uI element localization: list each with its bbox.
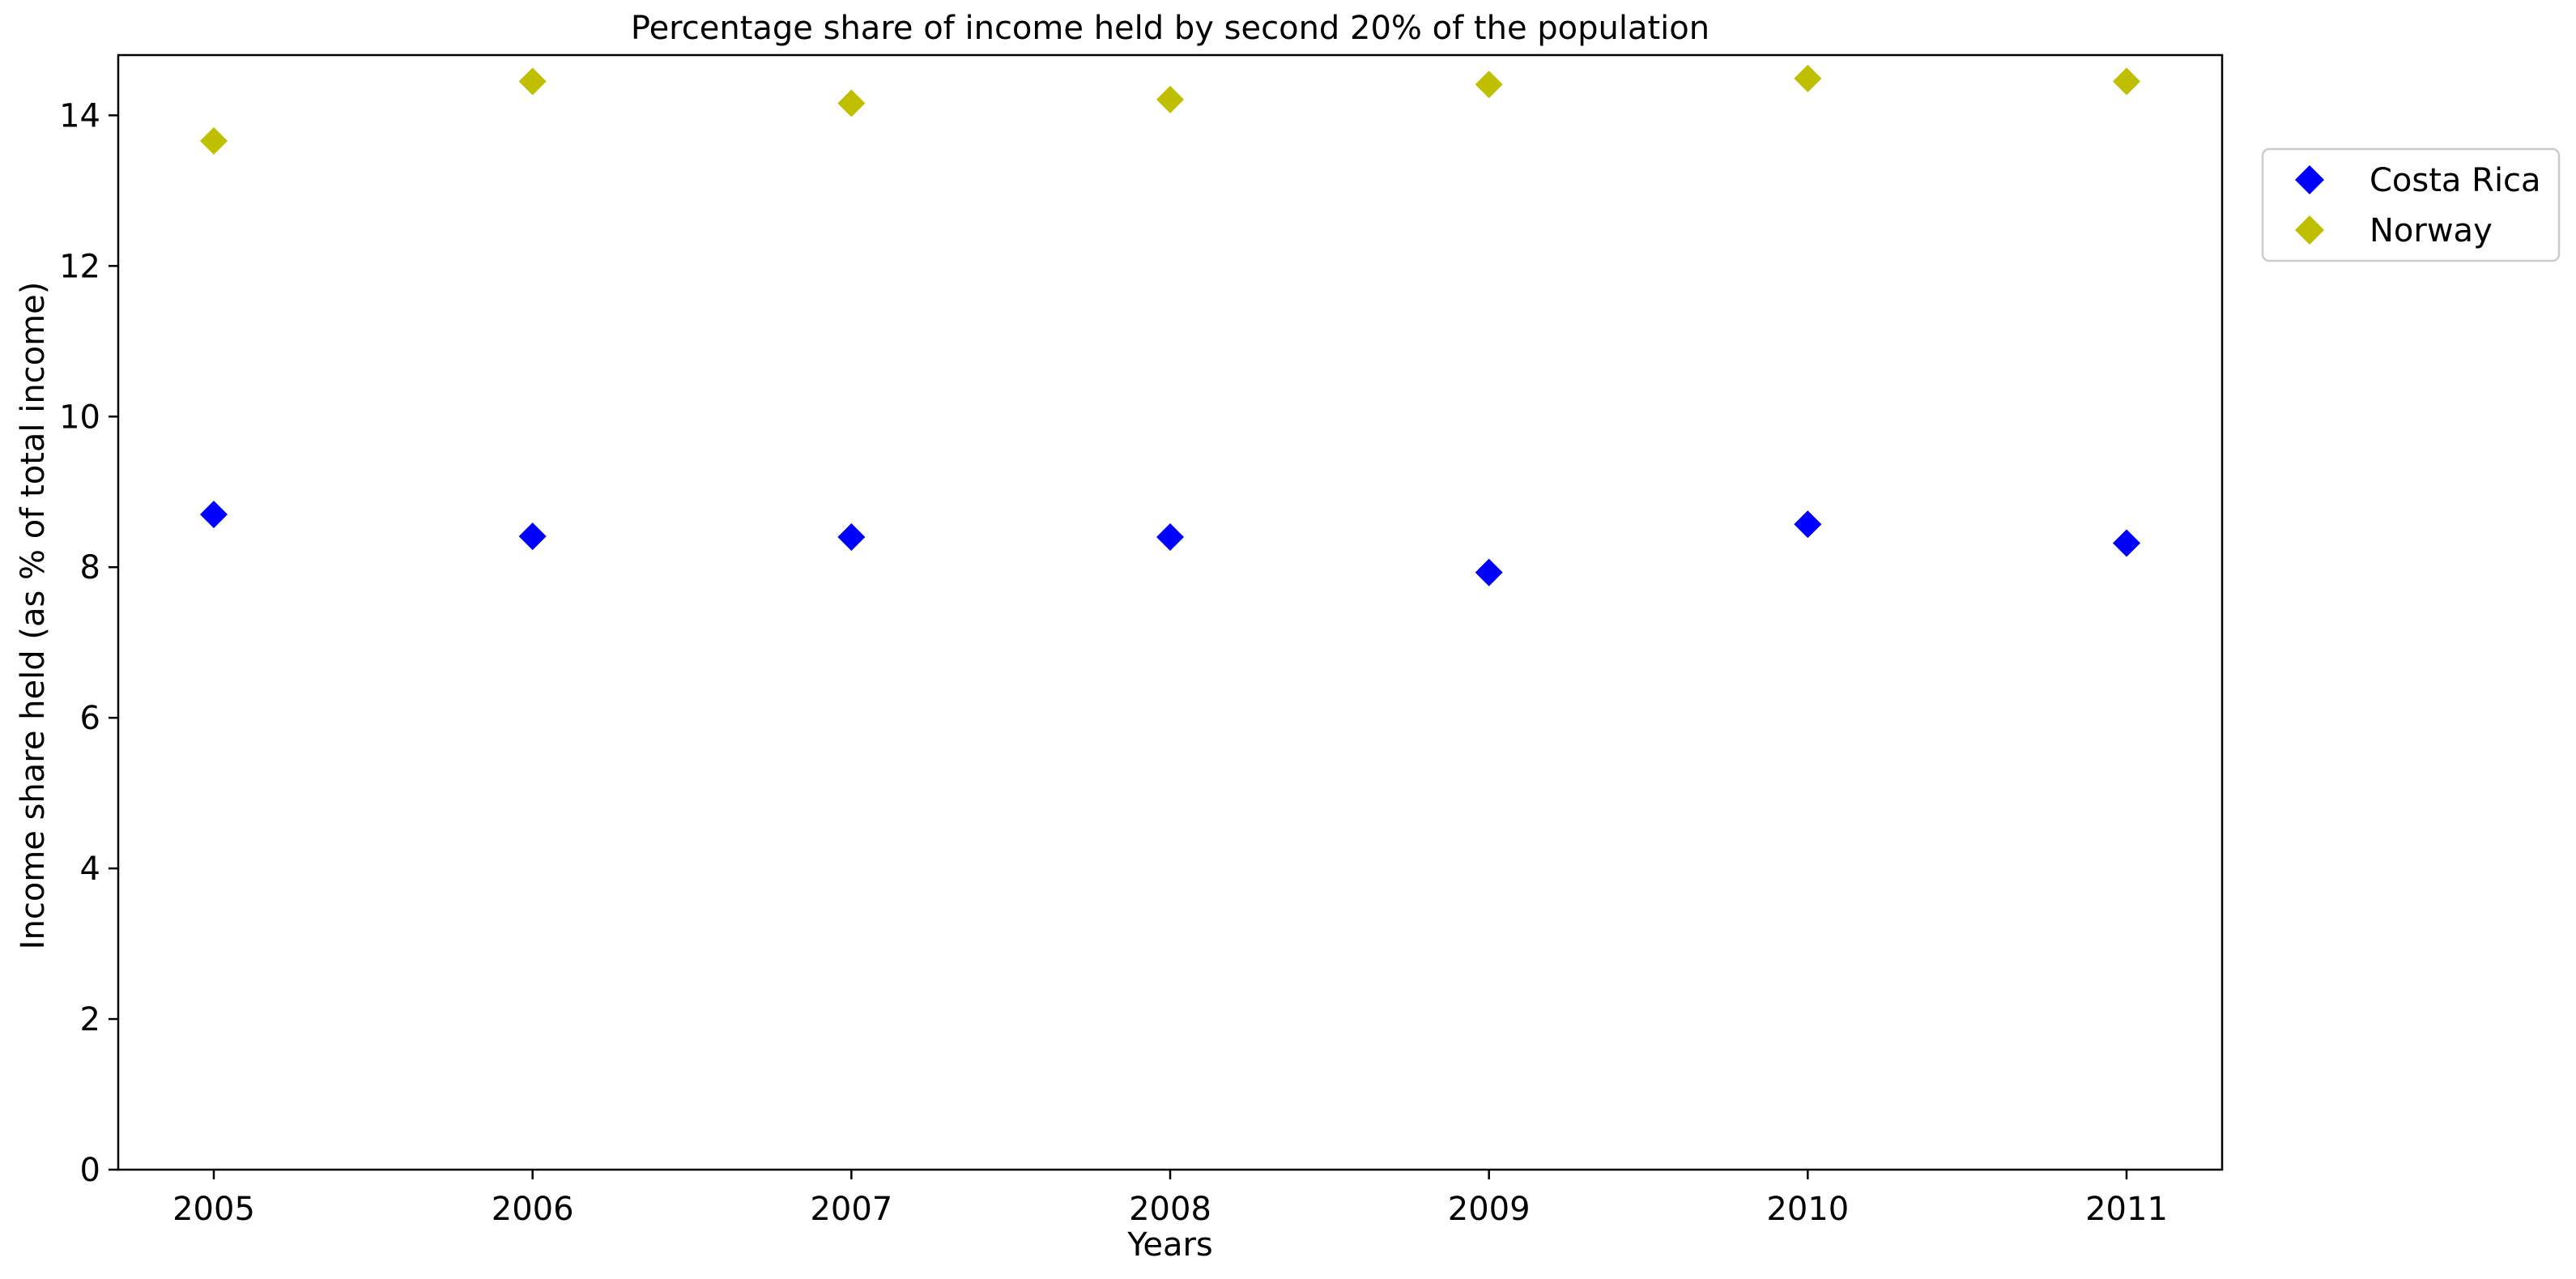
legend-label: Costa Rica — [2369, 162, 2541, 199]
data-point — [200, 126, 228, 155]
y-tick-label: 12 — [59, 248, 100, 285]
data-point — [1475, 558, 1503, 586]
data-point — [1475, 70, 1503, 99]
y-tick-label: 2 — [80, 1001, 100, 1038]
data-point — [518, 67, 547, 96]
data-point — [837, 523, 866, 552]
data-point — [1794, 64, 1822, 92]
y-tick-label: 10 — [59, 399, 100, 436]
plot-frame — [117, 53, 2224, 1171]
data-point — [1156, 523, 1184, 552]
data-point — [200, 501, 228, 529]
y-tick-label: 0 — [80, 1152, 100, 1189]
data-point — [837, 89, 866, 117]
x-tick-label: 2006 — [492, 1191, 574, 1228]
x-tick-label: 2009 — [1448, 1191, 1531, 1228]
legend-marker — [2295, 165, 2324, 194]
x-tick-label: 2008 — [1129, 1191, 1211, 1228]
x-tick-label: 2010 — [1766, 1191, 1849, 1228]
data-point — [518, 522, 547, 551]
data-point — [1794, 510, 1822, 539]
legend: Costa Rica Norway — [2261, 147, 2561, 262]
x-tick-label: 2007 — [810, 1191, 892, 1228]
y-tick-label: 14 — [59, 97, 100, 134]
x-tick-label: 2011 — [2085, 1191, 2168, 1228]
data-point — [2113, 67, 2140, 96]
data-point — [1156, 85, 1184, 113]
y-tick-label: 4 — [80, 851, 100, 888]
legend-frame — [2261, 147, 2561, 262]
x-axis-label: Years — [1126, 1226, 1213, 1264]
y-tick-label: 6 — [80, 700, 100, 737]
plot-area: 0 2 4 6 8 10 12 14 2005 2006 2007 2008 2009 2010 2011 — [59, 53, 2224, 1228]
y-tick-label: 8 — [80, 549, 100, 586]
chart-title: Percentage share of income held by secon… — [631, 10, 1710, 47]
legend-marker — [2295, 215, 2324, 245]
legend-label: Norway — [2369, 212, 2493, 249]
x-tick-label: 2005 — [172, 1191, 255, 1228]
y-axis-label: Income share held (as % of total income) — [15, 282, 52, 950]
data-point — [2113, 529, 2140, 557]
